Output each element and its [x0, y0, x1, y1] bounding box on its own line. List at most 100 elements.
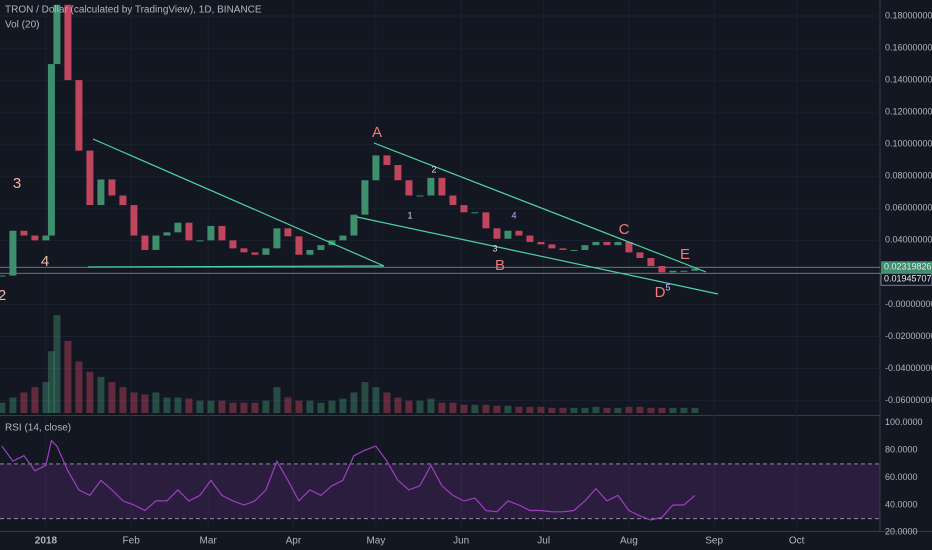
annotation: D — [655, 284, 666, 301]
volume-bar — [218, 400, 226, 413]
candle — [317, 245, 325, 250]
candle — [196, 240, 204, 242]
y-tick-label: -0.02000000 — [885, 331, 932, 341]
annotation: C — [619, 221, 630, 238]
candle — [119, 195, 127, 206]
candle — [108, 179, 116, 196]
candle — [647, 257, 655, 266]
x-tick-label: Aug — [620, 536, 638, 547]
volume-bar — [295, 400, 303, 413]
candle — [416, 195, 424, 197]
annotation: 2 — [0, 287, 6, 304]
annotation: 2 — [431, 164, 436, 174]
volume-bar — [31, 387, 39, 413]
volume-bar — [603, 407, 611, 413]
candle — [592, 241, 600, 246]
y-tick-label: -0.00000000 — [885, 299, 932, 309]
candle — [438, 177, 446, 196]
candle — [669, 270, 677, 273]
volume-bar — [174, 397, 182, 413]
price-label: 0.02319826 — [884, 262, 932, 272]
annotation: E — [680, 246, 690, 263]
candle — [306, 249, 314, 255]
annotation: 1 — [407, 210, 412, 220]
candle — [427, 177, 435, 196]
y-tick-label: 0.14000000 — [885, 74, 932, 84]
y-tick-label: 0.16000000 — [885, 42, 932, 52]
candle — [284, 228, 292, 237]
volume-bar — [691, 407, 699, 413]
x-tick-label: Feb — [123, 536, 141, 547]
volume-bar — [47, 351, 55, 413]
candle — [86, 150, 94, 206]
annotation: B — [495, 257, 505, 274]
candle — [251, 252, 259, 255]
volume-bar — [97, 376, 105, 413]
chart-title: TRON / Dollar (calculated by TradingView… — [5, 5, 262, 16]
trend-line — [373, 142, 707, 273]
volume-bar — [108, 382, 116, 413]
volume-bar — [592, 406, 600, 413]
rsi-tick-label: 100.0000 — [885, 417, 923, 427]
volume-bar — [471, 404, 479, 413]
candle — [20, 230, 28, 236]
volume-bar — [152, 392, 160, 413]
volume-bar — [306, 400, 314, 413]
candle — [614, 241, 622, 246]
volume-bar — [130, 392, 138, 413]
volume-bar — [196, 400, 204, 413]
candle — [570, 249, 578, 251]
candle — [548, 244, 556, 249]
annotation: 3 — [13, 175, 21, 192]
candle — [141, 235, 149, 250]
candle — [372, 155, 380, 181]
volume-bar — [449, 402, 457, 413]
volume-bar — [251, 402, 259, 413]
volume-bar — [647, 407, 655, 413]
x-tick-label: Mar — [200, 536, 218, 547]
volume-bar — [636, 406, 644, 413]
candle — [559, 248, 567, 250]
candle — [449, 195, 457, 206]
volume-bar — [20, 392, 28, 413]
candle — [229, 240, 237, 249]
rsi-tick-label: 40.0000 — [885, 499, 918, 509]
x-tick-label: Jul — [537, 536, 550, 547]
y-tick-label: 0.10000000 — [885, 139, 932, 149]
volume-bar — [317, 402, 325, 413]
volume-bar — [614, 407, 622, 413]
candle — [581, 245, 589, 250]
volume-bar — [504, 405, 512, 413]
rsi-tick-label: 80.0000 — [885, 445, 918, 455]
volume-bar — [53, 315, 61, 413]
volume-bar — [548, 407, 556, 413]
volume-bar — [515, 406, 523, 413]
volume-bar — [427, 398, 435, 413]
candle — [75, 80, 83, 151]
rsi-tick-label: 20.0000 — [885, 527, 918, 537]
x-tick-label: Oct — [789, 536, 805, 547]
candle — [47, 64, 55, 236]
candle — [240, 248, 248, 253]
candle — [405, 180, 413, 196]
volume-bar — [328, 400, 336, 413]
candle — [9, 230, 17, 276]
volume-bar — [262, 400, 270, 413]
rsi-line — [1, 439, 696, 521]
trend-line — [356, 216, 719, 295]
rsi-label: RSI (14, close) — [5, 423, 71, 434]
candle — [262, 248, 270, 255]
marks — [0, 4, 699, 521]
volume-bar — [141, 394, 149, 413]
volume-bar — [273, 387, 281, 413]
candle — [130, 205, 138, 236]
candle — [185, 222, 193, 241]
volume-bar — [207, 400, 215, 413]
trend-lines — [87, 138, 719, 295]
candle — [394, 165, 402, 181]
y-tick-label: 0.18000000 — [885, 10, 932, 20]
candle — [493, 228, 501, 239]
candle — [460, 205, 468, 213]
candle — [31, 235, 39, 241]
candle — [207, 225, 215, 241]
